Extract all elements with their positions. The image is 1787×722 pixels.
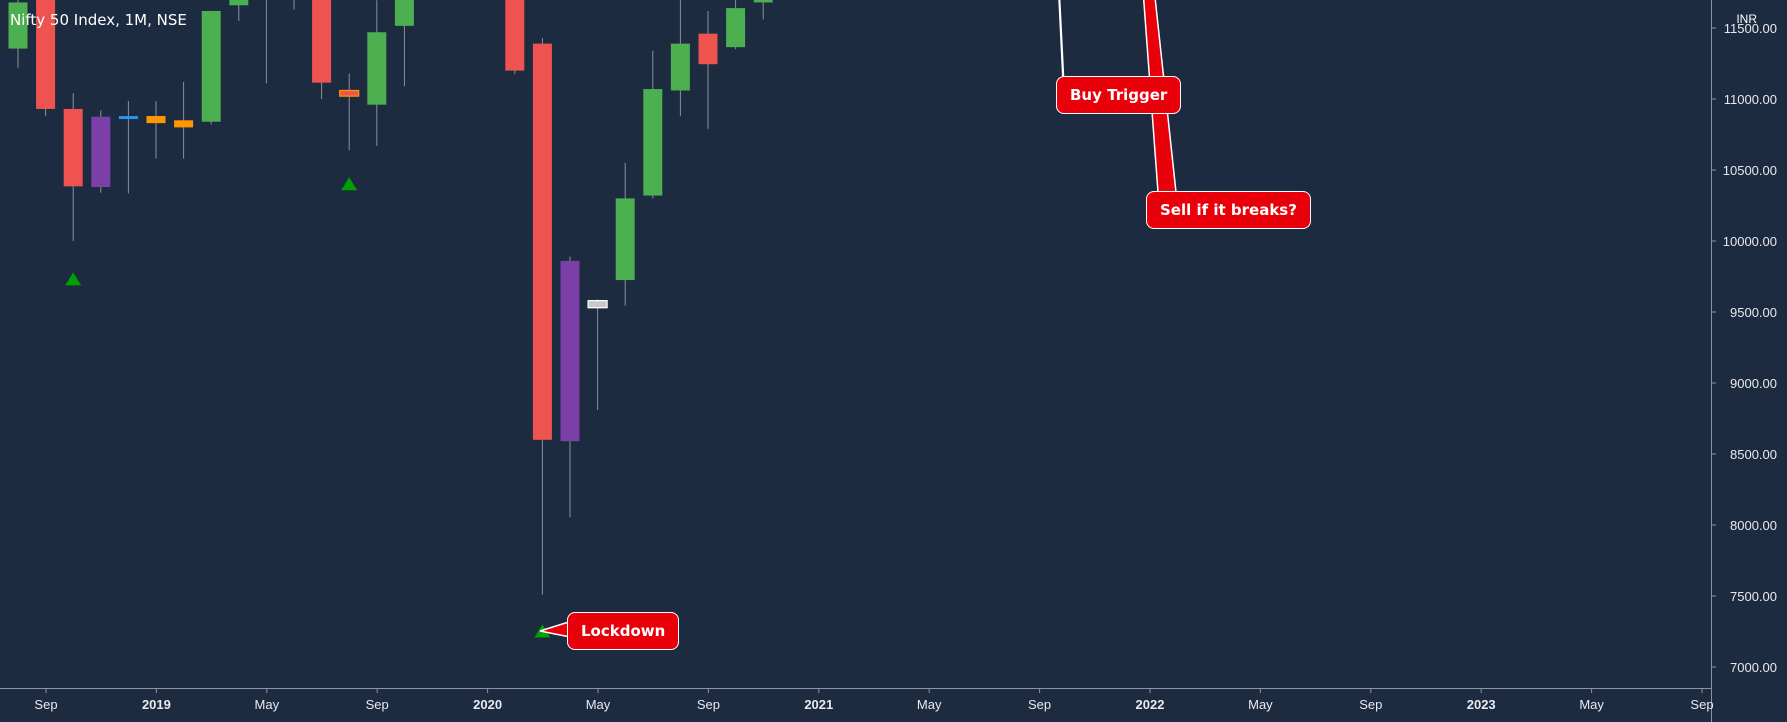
buy-signal-marker	[65, 272, 82, 286]
candles	[8, 0, 773, 595]
candle-body	[587, 300, 608, 309]
time-year-label: 2021	[804, 697, 833, 712]
price-tick-label: 11500.00	[1724, 21, 1777, 36]
price-tick-label: 11000.00	[1724, 92, 1777, 107]
time-month-label: May	[917, 697, 942, 712]
sell-breaks-callout[interactable]: Sell if it breaks?	[1146, 191, 1311, 229]
time-month-label: Sep	[697, 697, 720, 712]
candle-body	[91, 116, 111, 188]
candle-body	[643, 89, 663, 196]
time-year-label: 2019	[142, 697, 171, 712]
time-year-label: 2023	[1467, 697, 1496, 712]
candle-body	[174, 120, 194, 128]
time-year-label: 2022	[1136, 697, 1165, 712]
candle-body	[726, 8, 746, 48]
price-tick-label: 7500.00	[1730, 589, 1777, 604]
currency-label: INR	[1736, 12, 1757, 26]
price-tick-label: 8000.00	[1730, 518, 1777, 533]
time-month-label: Sep	[1028, 697, 1051, 712]
candle-body	[118, 116, 138, 120]
time-month-label: Sep	[34, 697, 57, 712]
time-month-label: Sep	[366, 697, 389, 712]
candle-body	[339, 89, 360, 97]
candle-body	[394, 0, 414, 26]
candle-body	[698, 33, 718, 65]
buy-signal-marker	[341, 177, 358, 191]
candle-body	[63, 108, 83, 187]
lockdown-callout[interactable]: Lockdown	[567, 612, 680, 650]
candle-body	[312, 0, 332, 83]
time-axis[interactable]: Sep 2019 May Sep 2020 May Sep 2021 May Sep 2022 May…	[0, 688, 1714, 712]
candle-body	[146, 116, 166, 124]
time-year-label: 2020	[473, 697, 502, 712]
candle-body	[753, 0, 773, 3]
time-month-label: May	[1248, 697, 1273, 712]
price-tick-label: 9000.00	[1730, 376, 1777, 391]
candle-body	[615, 198, 635, 281]
price-tick-label: 9500.00	[1730, 305, 1777, 320]
candle-body	[8, 2, 28, 49]
price-axis[interactable]: 7000.00 7500.00 8000.00 8500.00 9000.00 9500.…	[1711, 0, 1787, 722]
candle-body	[532, 43, 552, 440]
candle-body	[201, 10, 221, 122]
time-month-label: May	[255, 697, 280, 712]
price-tick-label: 10500.00	[1723, 163, 1777, 178]
price-tick-label: 8500.00	[1730, 447, 1777, 462]
time-month-label: Sep	[1359, 697, 1382, 712]
candle-body	[560, 260, 580, 442]
candle-body	[36, 0, 56, 109]
candle-body	[505, 0, 525, 71]
candle-body	[229, 0, 249, 6]
time-month-label: Sep	[1690, 697, 1713, 712]
time-month-label: May	[1579, 697, 1604, 712]
candle-body	[367, 32, 387, 105]
chart-title: Nifty 50 Index, 1M, NSE	[10, 11, 187, 29]
price-tick-label: 7000.00	[1730, 660, 1777, 675]
time-month-label: May	[586, 697, 611, 712]
candle-body	[670, 43, 690, 91]
price-tick-label: 10000.00	[1723, 234, 1777, 249]
price-axis-bg	[1711, 0, 1787, 722]
buy-trigger-callout[interactable]: Buy Trigger	[1056, 76, 1182, 114]
